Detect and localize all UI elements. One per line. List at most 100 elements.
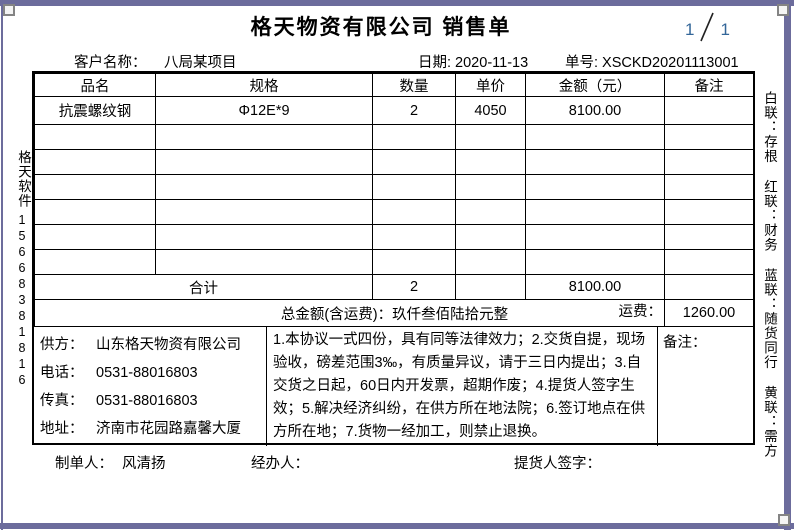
resize-handle-top-left[interactable] [3,4,15,16]
cell-note [664,224,754,250]
supplier-address-line: 地址： 济南市花园路嘉馨大厦 [40,415,266,443]
cell-name [34,174,156,200]
cell-price [455,199,526,225]
cell-name [34,149,156,175]
cell-spec [155,149,373,175]
table-row: 抗震螺纹钢 Φ12E*9 2 4050 8100.00 [34,96,754,125]
cell-amount [525,174,665,200]
cell-note [664,149,754,175]
supplier-label: 供方： [40,337,84,353]
address-value: 济南市花园路嘉馨大厦 [96,421,241,437]
total-row: 合计 2 8100.00 [34,274,754,300]
page-current: 1 [685,19,695,39]
supplier-phone-line: 电话： 0531-88016803 [40,359,266,387]
cell-spec [155,124,373,150]
frame-bar-left [1,0,3,530]
col-header-note: 备注 [664,73,754,97]
cell-qty: 2 [372,96,456,125]
cell-amount [525,224,665,250]
cell-amount [525,149,665,175]
cell-spec [155,249,373,275]
terms-text: 1.本协议一式四份，具有同等法律效力；2.交货自提，现场验收，磅差范围3‰，有质… [267,327,658,446]
handler-label: 经办人： [251,456,309,472]
col-header-qty: 数量 [372,73,456,97]
cell-spec [155,174,373,200]
cell-spec [155,199,373,225]
supplier-name-line: 供方： 山东格天物资有限公司 [40,331,266,359]
signature-row: 制单人： 风清扬 经办人： 提货人签字： [0,452,794,472]
cell-name: 抗震螺纹钢 [34,96,156,125]
supplier-info: 供方： 山东格天物资有限公司 电话： 0531-88016803 传真： 053… [34,327,267,446]
vendor-phone-vertical: 15668381816 [15,213,29,389]
cell-qty [372,199,456,225]
cell-price [455,124,526,150]
supplier-value: 山东格天物资有限公司 [96,337,241,353]
col-header-amount: 金额（元） [525,73,665,97]
cell-name [34,124,156,150]
freight-label: 运费： [618,304,663,320]
cell-name [34,199,156,225]
page-title: 格天物资有限公司 销售单 [250,16,512,39]
sales-table: 品名 规格 数量 单价 金额（元） 备注 抗震螺纹钢 Φ12E*9 2 4050 810… [32,71,755,446]
empty-table-row [34,174,754,200]
cell-qty [372,174,456,200]
vendor-brand-vertical: 格天软件 [16,150,31,208]
cell-note [664,124,754,150]
cell-qty [372,124,456,150]
date-field: 日期: 2020-11-13 [418,55,529,71]
supplier-fax-line: 传真： 0531-88016803 [40,387,266,415]
empty-table-row [34,249,754,275]
resize-handle-top-right[interactable] [777,4,789,16]
remark-label: 备注： [663,335,707,351]
total-price [455,274,526,300]
cell-name [34,249,156,275]
maker-value: 风清扬 [122,456,166,472]
cell-amount [525,249,665,275]
empty-table-row [34,149,754,175]
cell-note [664,199,754,225]
cell-spec [155,224,373,250]
cell-name [34,224,156,250]
fax-label: 传真： [40,393,84,409]
empty-table-row [34,224,754,250]
bottom-block: 供方： 山东格天物资有限公司 电话： 0531-88016803 传真： 053… [34,327,753,446]
cell-spec: Φ12E*9 [155,96,373,125]
total-note [664,274,754,300]
total-amount: 8100.00 [525,274,665,300]
cell-qty [372,249,456,275]
freight-value: 1260.00 [664,299,754,327]
cell-note [664,174,754,200]
phone-value: 0531-88016803 [96,365,198,381]
grand-total-label: 总金额(含运费)：玖仟叁佰陆拾元整 [280,306,509,323]
customer-value: 八局某项目 [164,55,237,71]
frame-bar-right [784,0,791,530]
page-number: 1 1 [685,12,730,47]
cell-price [455,149,526,175]
col-header-spec: 规格 [155,73,373,97]
copy-legend-vertical: 白联：存根 红联：财务 蓝联：随货同行 黄联：需方 [762,91,777,458]
frame-bar-top [0,0,794,6]
cell-amount [525,124,665,150]
maker-label: 制单人： [55,456,113,472]
cell-price: 4050 [455,96,526,125]
cell-note [664,249,754,275]
grand-total-row: 总金额(含运费)：玖仟叁佰陆拾元整 运费： 1260.00 [34,299,754,327]
empty-table-row [34,199,754,225]
cell-amount [525,199,665,225]
cell-price [455,224,526,250]
cell-price [455,249,526,275]
cell-amount: 8100.00 [525,96,665,125]
page-slash-icon [700,12,715,47]
info-row: 客户名称： 八局某项目 日期: 2020-11-13 单号: XSCKD2020… [0,51,794,71]
col-header-price: 单价 [455,73,526,97]
cell-qty [372,149,456,175]
col-header-name: 品名 [34,73,156,97]
address-label: 地址： [40,421,84,437]
resize-handle-bottom-right[interactable] [778,514,790,526]
total-qty: 2 [372,274,456,300]
cell-note [664,96,754,125]
cell-qty [372,224,456,250]
order-number-field: 单号: XSCKD20201113001 [565,55,739,71]
page-total: 1 [720,19,730,39]
